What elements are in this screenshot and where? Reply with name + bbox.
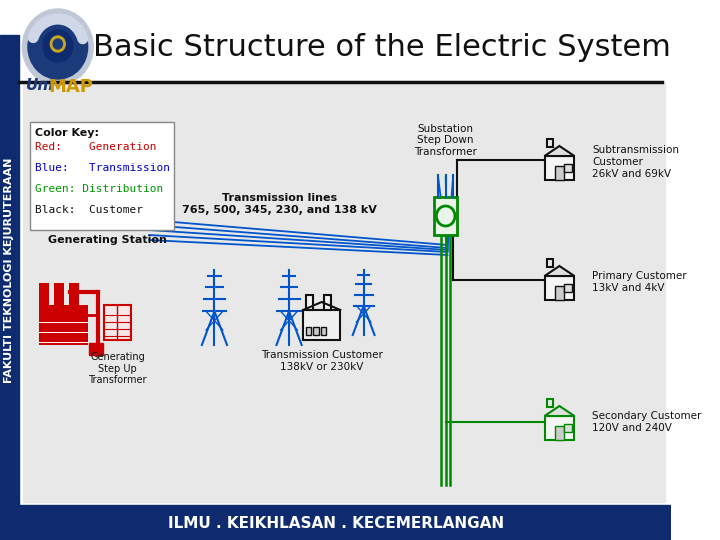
Bar [555,286,564,300]
Text: Uni: Uni [26,78,55,93]
Bar [320,327,326,335]
Text: ILMU . KEIKHLASAN . KECEMERLANGAN: ILMU . KEIKHLASAN . KECEMERLANGAN [168,516,504,530]
Text: FAKULTI TEKNOLOGI KEJURUTERAAN: FAKULTI TEKNOLOGI KEJURUTERAAN [4,157,14,383]
Text: Basic Structure of the Electric System: Basic Structure of the Electric System [94,32,671,62]
Text: Subtransmission
Customer
26kV and 69kV: Subtransmission Customer 26kV and 69kV [592,145,679,179]
Bar [544,156,575,180]
Bar [54,283,64,305]
Text: Secondary Customer
120V and 240V: Secondary Customer 120V and 240V [592,411,701,433]
Bar [0,505,671,540]
Bar [306,327,312,335]
Bar [547,399,553,407]
Bar [547,139,553,147]
Circle shape [28,15,88,79]
Text: Generating Station: Generating Station [48,235,166,245]
Bar [303,310,341,340]
Text: Transmission Customer
138kV or 230kV: Transmission Customer 138kV or 230kV [261,350,382,372]
Bar [104,305,130,340]
Text: Red:    Generation: Red: Generation [35,142,157,152]
Bar [0,35,19,505]
Bar [30,122,174,230]
Polygon shape [544,406,575,416]
Text: Black:  Customer: Black: Customer [35,205,143,215]
Bar [39,305,88,345]
Bar [544,276,575,300]
Circle shape [53,39,63,49]
Circle shape [43,30,73,62]
Circle shape [436,206,455,226]
Bar [69,283,79,305]
Bar [564,424,572,432]
Text: Color Key:: Color Key: [35,128,99,138]
Bar [547,259,553,267]
Text: Primary Customer
13kV and 4kV: Primary Customer 13kV and 4kV [592,271,687,293]
Circle shape [50,36,66,52]
Bar [23,84,665,502]
Polygon shape [544,266,575,276]
Bar [323,295,331,310]
Text: Transmission lines
765, 500, 345, 230, and 138 kV: Transmission lines 765, 500, 345, 230, a… [182,193,377,215]
Bar [313,327,319,335]
Text: Blue:   Transmission: Blue: Transmission [35,163,171,173]
Bar [306,295,313,310]
Bar [89,343,104,355]
Bar [39,283,49,305]
Bar [555,166,564,180]
Bar [544,416,575,440]
Bar [555,426,564,440]
Text: Substation
Step Down
Transformer: Substation Step Down Transformer [414,124,477,157]
Text: Generating
Step Up
Transformer: Generating Step Up Transformer [89,352,147,385]
Polygon shape [544,146,575,156]
Text: Green: Distribution: Green: Distribution [35,184,163,194]
Circle shape [22,9,93,85]
Bar [564,284,572,292]
Bar [434,197,457,235]
Bar [564,164,572,172]
Text: MAP: MAP [48,78,94,96]
